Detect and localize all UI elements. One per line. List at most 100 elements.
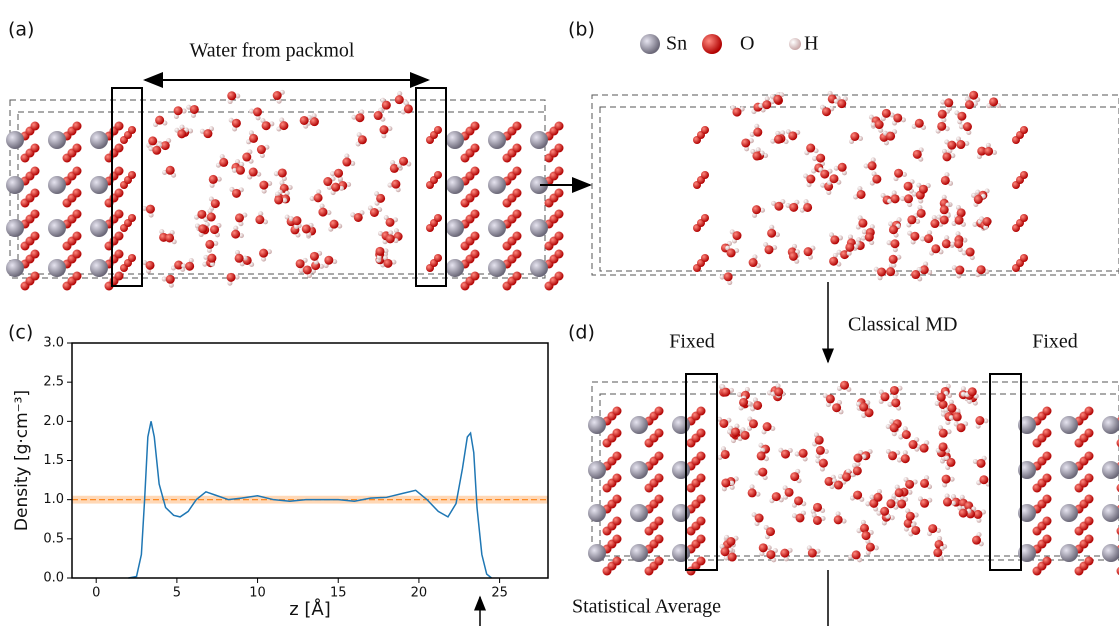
oxygen [754, 513, 764, 523]
hydrogen [941, 117, 947, 123]
hydrogen [148, 146, 154, 152]
oxygen [274, 195, 284, 205]
oxygen [470, 143, 480, 153]
oxygen [833, 480, 843, 490]
hydrogen [878, 127, 884, 133]
oxygen [302, 265, 312, 275]
oxygen [825, 394, 835, 404]
hydrogen [846, 250, 852, 256]
density-chart: 0 5 10 15 20 25 0.0 0.5 1.0 1.5 2.0 2.5 3.0 z [Å] Dens… [12, 336, 549, 620]
oxygen [748, 258, 758, 268]
hydrogen [927, 230, 933, 236]
oxygen [1042, 473, 1052, 483]
hydrogen [332, 259, 338, 265]
hydrogen [141, 205, 147, 211]
oxygen [821, 107, 831, 117]
hydrogen [783, 556, 789, 562]
oxygen [403, 104, 413, 114]
oxygen [958, 508, 968, 518]
hydrogen [774, 232, 780, 238]
hydrogen [944, 493, 950, 499]
oxygen [726, 248, 736, 258]
tin [630, 504, 648, 522]
oxygen [1084, 494, 1094, 504]
hydrogen [390, 160, 396, 166]
hydrogen [359, 109, 365, 115]
oxygen [654, 556, 664, 566]
oxygen [155, 115, 165, 125]
oxygen [612, 494, 622, 504]
y-tick-label: 1.5 [43, 453, 64, 468]
hydrogen [913, 512, 919, 518]
hydrogen [275, 191, 281, 197]
tin [446, 259, 464, 277]
oxygen [329, 219, 339, 229]
oxygen [373, 111, 383, 121]
oxygen [1084, 516, 1094, 526]
oxygen [114, 188, 124, 198]
hydrogen [907, 202, 913, 208]
oxygen [128, 171, 136, 179]
legend-swatch [640, 34, 660, 54]
oxygen [965, 247, 975, 257]
hydrogen [293, 224, 299, 230]
oxygen [128, 254, 136, 262]
oxygen [357, 135, 367, 145]
tin [530, 219, 548, 237]
oxygen [30, 249, 40, 259]
hydrogen [213, 240, 219, 246]
oxygen [758, 543, 768, 553]
oxygen [788, 251, 798, 261]
oxygen [1084, 473, 1094, 483]
hydrogen [206, 247, 212, 253]
oxygen [752, 151, 762, 161]
hydrogen [860, 519, 866, 525]
hydrogen [734, 423, 740, 429]
hydrogen [900, 196, 906, 202]
structures [6, 87, 1119, 576]
oxygen [231, 229, 241, 239]
oxygen [936, 392, 946, 402]
oxygen [30, 231, 40, 241]
hydrogen [231, 167, 237, 173]
x-tick-label: 10 [249, 586, 266, 601]
hydrogen [848, 234, 854, 240]
hydrogen [209, 182, 215, 188]
oxygen [888, 254, 898, 264]
hydrogen [207, 208, 213, 214]
hydrogen [820, 182, 826, 188]
oxygen [696, 534, 706, 544]
oxygen [272, 91, 282, 101]
hydrogen [815, 548, 821, 554]
oxygen [890, 194, 900, 204]
tin [446, 176, 464, 194]
hydrogen [887, 401, 893, 407]
oxygen [1042, 494, 1052, 504]
hydrogen [219, 154, 225, 160]
oxygen [654, 406, 664, 416]
hydrogen [907, 489, 913, 495]
oxygen [696, 406, 706, 416]
oxygen [904, 194, 914, 204]
oxygen [864, 232, 874, 242]
oxygen [954, 215, 964, 225]
hydrogen [259, 152, 265, 158]
oxygen [1042, 451, 1052, 461]
hydrogen [891, 431, 897, 437]
oxygen [758, 467, 768, 477]
tin [90, 176, 108, 194]
panel-label: (c) [8, 322, 33, 344]
annotation: Classical MD [848, 314, 957, 336]
x-tick-label: 0 [92, 586, 100, 601]
hydrogen [161, 276, 167, 282]
hydrogen [885, 424, 891, 430]
oxygen [165, 165, 175, 175]
oxygen [832, 403, 842, 413]
y-tick-label: 0.0 [43, 571, 64, 586]
oxygen [72, 143, 82, 153]
hydrogen [316, 189, 322, 195]
hydrogen [911, 191, 917, 197]
hydrogen [910, 239, 916, 245]
hydrogen [239, 161, 245, 167]
hydrogen [181, 108, 187, 114]
